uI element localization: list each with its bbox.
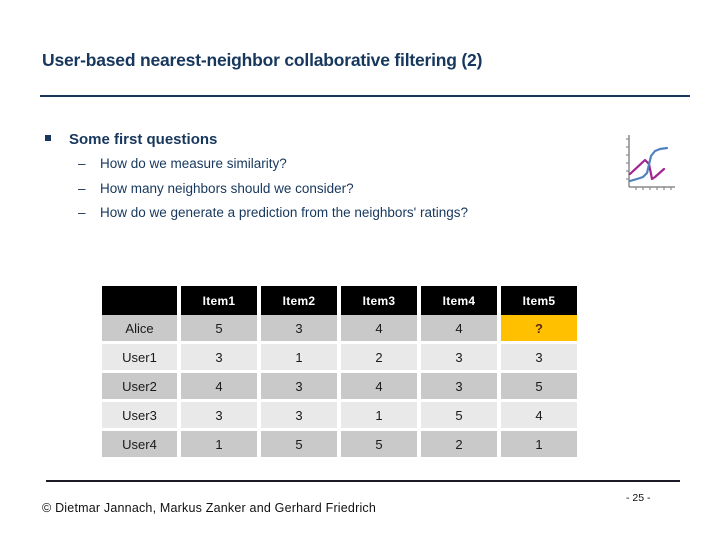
list-item: – How do we measure similarity? xyxy=(78,156,468,171)
row-label-user2: User2 xyxy=(102,373,177,399)
row-label-user4: User4 xyxy=(102,431,177,457)
table-cell: 2 xyxy=(421,431,497,457)
list-item: – How many neighbors should we consider? xyxy=(78,181,468,196)
list-item: – How do we generate a prediction from t… xyxy=(78,205,468,220)
table-cell: 4 xyxy=(181,373,257,399)
table-cell: 3 xyxy=(261,315,337,341)
row-label-alice: Alice xyxy=(102,315,177,341)
row-label-user1: User1 xyxy=(102,344,177,370)
page-number: - 25 - xyxy=(626,492,651,504)
row-label-user3: User3 xyxy=(102,402,177,428)
ratings-table: Item1 Item2 Item3 Item4 Item5 Alice 5 3 … xyxy=(102,286,577,457)
footer-divider xyxy=(46,480,680,482)
question-text: How do we generate a prediction from the… xyxy=(100,205,469,220)
table-header-empty xyxy=(102,286,177,315)
table-cell: 5 xyxy=(341,431,417,457)
prediction-highlight-cell: ? xyxy=(501,315,577,341)
dash-bullet: – xyxy=(78,180,86,196)
title-divider xyxy=(40,95,690,97)
square-bullet-icon xyxy=(45,135,51,142)
table-cell: 5 xyxy=(501,373,577,399)
chart-series-blue xyxy=(628,146,669,183)
chart-series-purple xyxy=(628,158,666,181)
table-cell: 4 xyxy=(341,315,417,341)
table-cell: 1 xyxy=(261,344,337,370)
line-chart-thumbnail xyxy=(621,130,691,199)
table-cell: 3 xyxy=(261,402,337,428)
table-cell: 3 xyxy=(421,344,497,370)
line-chart-icon xyxy=(626,135,675,190)
table-cell: 1 xyxy=(501,431,577,457)
question-text: How many neighbors should we consider? xyxy=(100,180,354,196)
table-cell: 4 xyxy=(421,315,497,341)
table-header-item2: Item2 xyxy=(261,286,337,315)
table-cell: 4 xyxy=(341,373,417,399)
section-heading: Some first questions xyxy=(45,131,217,149)
table-cell: 5 xyxy=(261,431,337,457)
copyright-text: © Dietmar Jannach, Markus Zanker and Ger… xyxy=(42,501,377,515)
table-cell: 3 xyxy=(181,344,257,370)
table-cell: 1 xyxy=(181,431,257,457)
table-cell: 3 xyxy=(501,344,577,370)
section-heading-label: Some first questions xyxy=(69,131,218,148)
table-cell: 3 xyxy=(421,373,497,399)
table-header-item3: Item3 xyxy=(341,286,417,315)
table-cell: 5 xyxy=(421,402,497,428)
table-header-item5: Item5 xyxy=(501,286,577,315)
table-cell: 5 xyxy=(181,315,257,341)
slide-title: User-based nearest-neighbor collaborativ… xyxy=(42,50,483,70)
table-cell: 1 xyxy=(341,402,417,428)
question-list: – How do we measure similarity? – How ma… xyxy=(78,156,468,230)
dash-bullet: – xyxy=(78,205,86,220)
table-cell: 2 xyxy=(341,344,417,370)
table-header-item1: Item1 xyxy=(181,286,257,315)
table-cell: 3 xyxy=(261,373,337,399)
table-cell: 3 xyxy=(181,402,257,428)
dash-bullet: – xyxy=(78,156,86,171)
question-text: How do we measure similarity? xyxy=(100,156,287,171)
table-header-item4: Item4 xyxy=(421,286,497,315)
table-cell: 4 xyxy=(501,402,577,428)
